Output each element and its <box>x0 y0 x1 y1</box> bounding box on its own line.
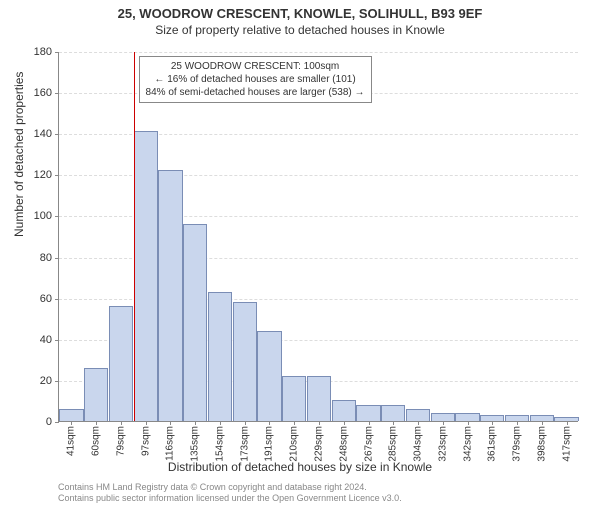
ytick-label: 0 <box>22 416 52 428</box>
histogram-bar <box>332 400 356 421</box>
xtick-mark <box>418 421 419 425</box>
footer-attribution: Contains HM Land Registry data © Crown c… <box>58 482 402 504</box>
histogram-bar <box>356 405 380 421</box>
xtick-mark <box>195 421 196 425</box>
xtick-mark <box>393 421 394 425</box>
ytick-mark <box>55 258 59 259</box>
xtick-mark <box>294 421 295 425</box>
xtick-label: 267sqm <box>363 426 374 462</box>
xtick-mark <box>96 421 97 425</box>
xtick-label: 417sqm <box>561 426 572 462</box>
histogram-bar <box>208 292 232 422</box>
xtick-label: 79sqm <box>115 426 126 456</box>
xtick-label: 229sqm <box>314 426 325 462</box>
ytick-label: 80 <box>22 252 52 264</box>
histogram-bar <box>233 302 257 421</box>
footer-line2: Contains public sector information licen… <box>58 493 402 504</box>
xtick-label: 398sqm <box>536 426 547 462</box>
xtick-label: 248sqm <box>338 426 349 462</box>
ytick-mark <box>55 381 59 382</box>
ytick-mark <box>55 52 59 53</box>
histogram-bar <box>183 224 207 421</box>
xtick-label: 210sqm <box>289 426 300 462</box>
x-axis-label: Distribution of detached houses by size … <box>0 460 600 474</box>
chart-container: 02040608010012014016018041sqm60sqm79sqm9… <box>58 52 578 422</box>
xtick-mark <box>269 421 270 425</box>
histogram-bar <box>134 131 158 421</box>
xtick-mark <box>121 421 122 425</box>
xtick-mark <box>319 421 320 425</box>
histogram-bar <box>455 413 479 421</box>
xtick-mark <box>170 421 171 425</box>
histogram-bar <box>307 376 331 421</box>
xtick-label: 135sqm <box>190 426 201 462</box>
xtick-mark <box>443 421 444 425</box>
ytick-mark <box>55 134 59 135</box>
histogram-bar <box>109 306 133 421</box>
xtick-label: 116sqm <box>165 426 176 461</box>
xtick-label: 342sqm <box>462 426 473 462</box>
histogram-bar <box>406 409 430 421</box>
xtick-mark <box>468 421 469 425</box>
xtick-label: 191sqm <box>264 426 275 462</box>
histogram-bar <box>158 170 182 421</box>
xtick-label: 361sqm <box>487 426 498 462</box>
xtick-label: 379sqm <box>512 426 523 462</box>
xtick-label: 323sqm <box>437 426 448 462</box>
ytick-mark <box>55 299 59 300</box>
ytick-mark <box>55 93 59 94</box>
ytick-label: 100 <box>22 210 52 222</box>
ytick-label: 160 <box>22 87 52 99</box>
xtick-label: 304sqm <box>413 426 424 462</box>
histogram-bar <box>59 409 83 421</box>
xtick-mark <box>542 421 543 425</box>
xtick-mark <box>517 421 518 425</box>
ytick-label: 20 <box>22 375 52 387</box>
xtick-mark <box>492 421 493 425</box>
xtick-label: 173sqm <box>239 426 250 462</box>
ytick-label: 140 <box>22 128 52 140</box>
xtick-mark <box>369 421 370 425</box>
ytick-mark <box>55 175 59 176</box>
xtick-label: 60sqm <box>91 426 102 456</box>
xtick-mark <box>146 421 147 425</box>
ytick-mark <box>55 422 59 423</box>
chart-title-main: 25, WOODROW CRESCENT, KNOWLE, SOLIHULL, … <box>0 6 600 21</box>
plot-area: 02040608010012014016018041sqm60sqm79sqm9… <box>58 52 578 422</box>
xtick-mark <box>245 421 246 425</box>
xtick-mark <box>220 421 221 425</box>
annotation-box: 25 WOODROW CRESCENT: 100sqm ← 16% of det… <box>139 56 372 103</box>
xtick-mark <box>344 421 345 425</box>
histogram-bar <box>282 376 306 421</box>
annotation-line1: 25 WOODROW CRESCENT: 100sqm <box>146 60 365 73</box>
xtick-label: 154sqm <box>214 426 225 462</box>
histogram-bar <box>381 405 405 421</box>
ytick-mark <box>55 216 59 217</box>
ytick-label: 60 <box>22 293 52 305</box>
gridline <box>59 52 578 53</box>
xtick-label: 285sqm <box>388 426 399 462</box>
chart-title-sub: Size of property relative to detached ho… <box>0 23 600 37</box>
histogram-bar <box>257 331 281 421</box>
ytick-label: 40 <box>22 334 52 346</box>
xtick-label: 41sqm <box>66 426 77 456</box>
ytick-label: 180 <box>22 46 52 58</box>
annotation-line3: 84% of semi-detached houses are larger (… <box>146 86 365 99</box>
xtick-mark <box>71 421 72 425</box>
annotation-line2: ← 16% of detached houses are smaller (10… <box>146 73 365 86</box>
histogram-bar <box>431 413 455 421</box>
ytick-mark <box>55 340 59 341</box>
footer-line1: Contains HM Land Registry data © Crown c… <box>58 482 402 493</box>
histogram-bar <box>84 368 108 421</box>
reference-line <box>134 52 135 421</box>
ytick-label: 120 <box>22 169 52 181</box>
xtick-label: 97sqm <box>140 426 151 456</box>
xtick-mark <box>567 421 568 425</box>
